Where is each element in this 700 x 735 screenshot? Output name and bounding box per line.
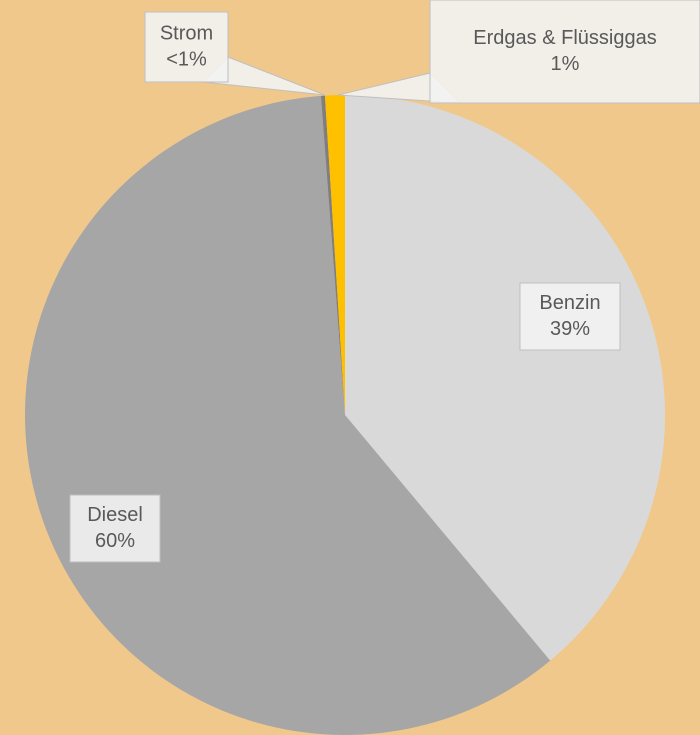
data-label-name: Strom	[160, 22, 213, 44]
data-label-name: Diesel	[87, 504, 143, 526]
pie-slice	[320, 95, 345, 415]
data-label-value: 39%	[550, 318, 590, 340]
data-label-box	[429, 0, 700, 104]
pie-slice	[324, 95, 345, 415]
data-label-value: <1%	[166, 48, 207, 70]
data-label-name: Erdgas & Flüssiggas	[473, 27, 656, 49]
data-label-value: 1%	[551, 53, 580, 75]
data-label-name: Benzin	[539, 292, 600, 314]
data-label-value: 60%	[95, 530, 135, 552]
data-label-box	[519, 282, 621, 351]
pie-slice	[25, 95, 551, 735]
data-label-box	[69, 494, 161, 563]
data-label-box	[144, 11, 229, 83]
pie-slice	[345, 95, 665, 661]
